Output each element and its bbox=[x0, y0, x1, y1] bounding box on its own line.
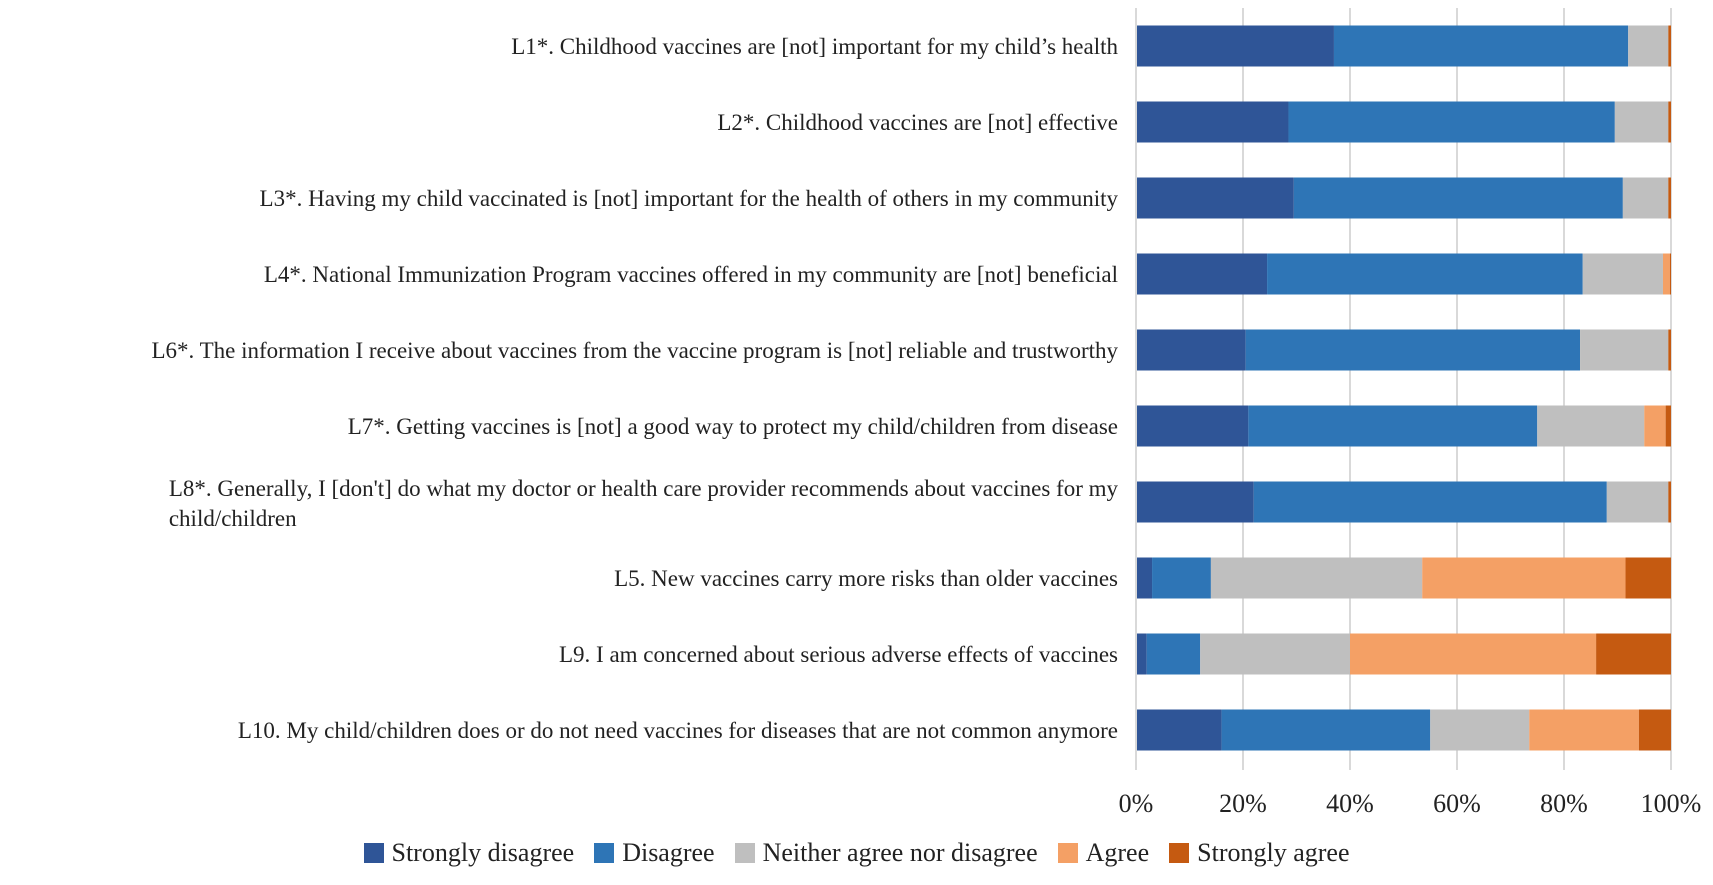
category-label-continued: child/children bbox=[169, 506, 297, 531]
category-label: L1*. Childhood vaccines are [not] import… bbox=[511, 34, 1118, 59]
category-label: L9. I am concerned about serious adverse… bbox=[559, 642, 1118, 667]
legend-label: Strongly disagree bbox=[391, 838, 575, 867]
category-label: L4*. National Immunization Program vacci… bbox=[264, 262, 1118, 287]
stacked-bar-chart: L1*. Childhood vaccines are [not] import… bbox=[151, 8, 1702, 818]
legend-item: Strongly agree bbox=[1169, 838, 1349, 868]
bar-segment bbox=[1614, 101, 1669, 143]
category-label: L2*. Childhood vaccines are [not] effect… bbox=[717, 110, 1118, 135]
bar-segment bbox=[1136, 709, 1222, 751]
bar-segment bbox=[1668, 481, 1671, 523]
bar-segment bbox=[1350, 633, 1597, 675]
legend-item: Agree bbox=[1057, 838, 1150, 868]
x-tick-label: 40% bbox=[1326, 789, 1374, 818]
bar-segment bbox=[1253, 481, 1607, 523]
bar-segment bbox=[1136, 101, 1289, 143]
bar-segment bbox=[1136, 481, 1254, 523]
bar-segment bbox=[1606, 481, 1669, 523]
bar-segment bbox=[1669, 253, 1671, 295]
category-labels: L1*. Childhood vaccines are [not] import… bbox=[151, 34, 1118, 743]
bar-segment bbox=[1665, 405, 1671, 447]
bar-segment bbox=[1582, 253, 1663, 295]
bar-segment bbox=[1245, 329, 1581, 371]
bar-segment bbox=[1638, 709, 1671, 751]
category-label: L7*. Getting vaccines is [not] a good wa… bbox=[348, 414, 1118, 439]
category-label: L3*. Having my child vaccinated is [not]… bbox=[260, 186, 1119, 211]
bar-segment bbox=[1146, 633, 1201, 675]
legend-label: Strongly agree bbox=[1197, 838, 1350, 867]
legend-swatch bbox=[594, 843, 615, 863]
legend: Strongly disagree Disagree Neither agree n… bbox=[0, 838, 1713, 868]
bar-segment bbox=[1644, 405, 1666, 447]
bar-segment bbox=[1628, 25, 1669, 67]
legend-swatch bbox=[1169, 843, 1190, 863]
category-label: L6*. The information I receive about vac… bbox=[151, 338, 1118, 363]
legend-swatch bbox=[1057, 843, 1078, 863]
bar-segment bbox=[1596, 633, 1671, 675]
bar-segment bbox=[1430, 709, 1530, 751]
bar-segment bbox=[1333, 25, 1629, 67]
legend-item: Neither agree nor disagree bbox=[734, 838, 1038, 868]
bar-segment bbox=[1288, 101, 1615, 143]
bar-segment bbox=[1136, 405, 1249, 447]
x-tick-label: 60% bbox=[1433, 789, 1481, 818]
bars bbox=[1136, 25, 1671, 751]
x-tick-label: 20% bbox=[1219, 789, 1267, 818]
x-tick-label: 80% bbox=[1540, 789, 1588, 818]
legend-item: Strongly disagree bbox=[363, 838, 575, 868]
bar-segment bbox=[1136, 329, 1246, 371]
bar-segment bbox=[1136, 25, 1334, 67]
bar-segment bbox=[1136, 177, 1294, 219]
bar-segment bbox=[1537, 405, 1645, 447]
bar-segment bbox=[1221, 709, 1431, 751]
legend-label: Disagree bbox=[622, 838, 715, 867]
x-tick-label: 100% bbox=[1641, 789, 1702, 818]
category-label: L5. New vaccines carry more risks than o… bbox=[614, 566, 1118, 591]
x-axis-ticks: 0% 20% 40% 60% 80% 100% bbox=[1119, 789, 1702, 818]
bar-segment bbox=[1668, 25, 1671, 67]
bar-segment bbox=[1152, 557, 1211, 599]
bar-segment bbox=[1267, 253, 1583, 295]
legend-swatch bbox=[734, 843, 755, 863]
bar-segment bbox=[1248, 405, 1538, 447]
bar-segment bbox=[1422, 557, 1626, 599]
legend-label: Agree bbox=[1085, 838, 1150, 867]
bar-segment bbox=[1662, 253, 1670, 295]
category-label: L10. My child/children does or do not ne… bbox=[238, 718, 1118, 743]
x-tick-label: 0% bbox=[1119, 789, 1154, 818]
legend-swatch bbox=[363, 843, 384, 863]
bar-segment bbox=[1136, 557, 1153, 599]
bar-segment bbox=[1529, 709, 1639, 751]
bar-segment bbox=[1136, 633, 1147, 675]
bar-segment bbox=[1668, 329, 1671, 371]
bar-segment bbox=[1668, 177, 1671, 219]
bar-segment bbox=[1293, 177, 1623, 219]
bar-segment bbox=[1668, 101, 1671, 143]
legend-label: Neither agree nor disagree bbox=[762, 838, 1038, 867]
bar-segment bbox=[1136, 253, 1268, 295]
bar-segment bbox=[1622, 177, 1669, 219]
bar-segment bbox=[1580, 329, 1669, 371]
legend-item: Disagree bbox=[594, 838, 715, 868]
category-label: L8*. Generally, I [don't] do what my doc… bbox=[169, 476, 1119, 501]
bar-segment bbox=[1210, 557, 1423, 599]
bar-segment bbox=[1625, 557, 1671, 599]
bar-segment bbox=[1200, 633, 1350, 675]
